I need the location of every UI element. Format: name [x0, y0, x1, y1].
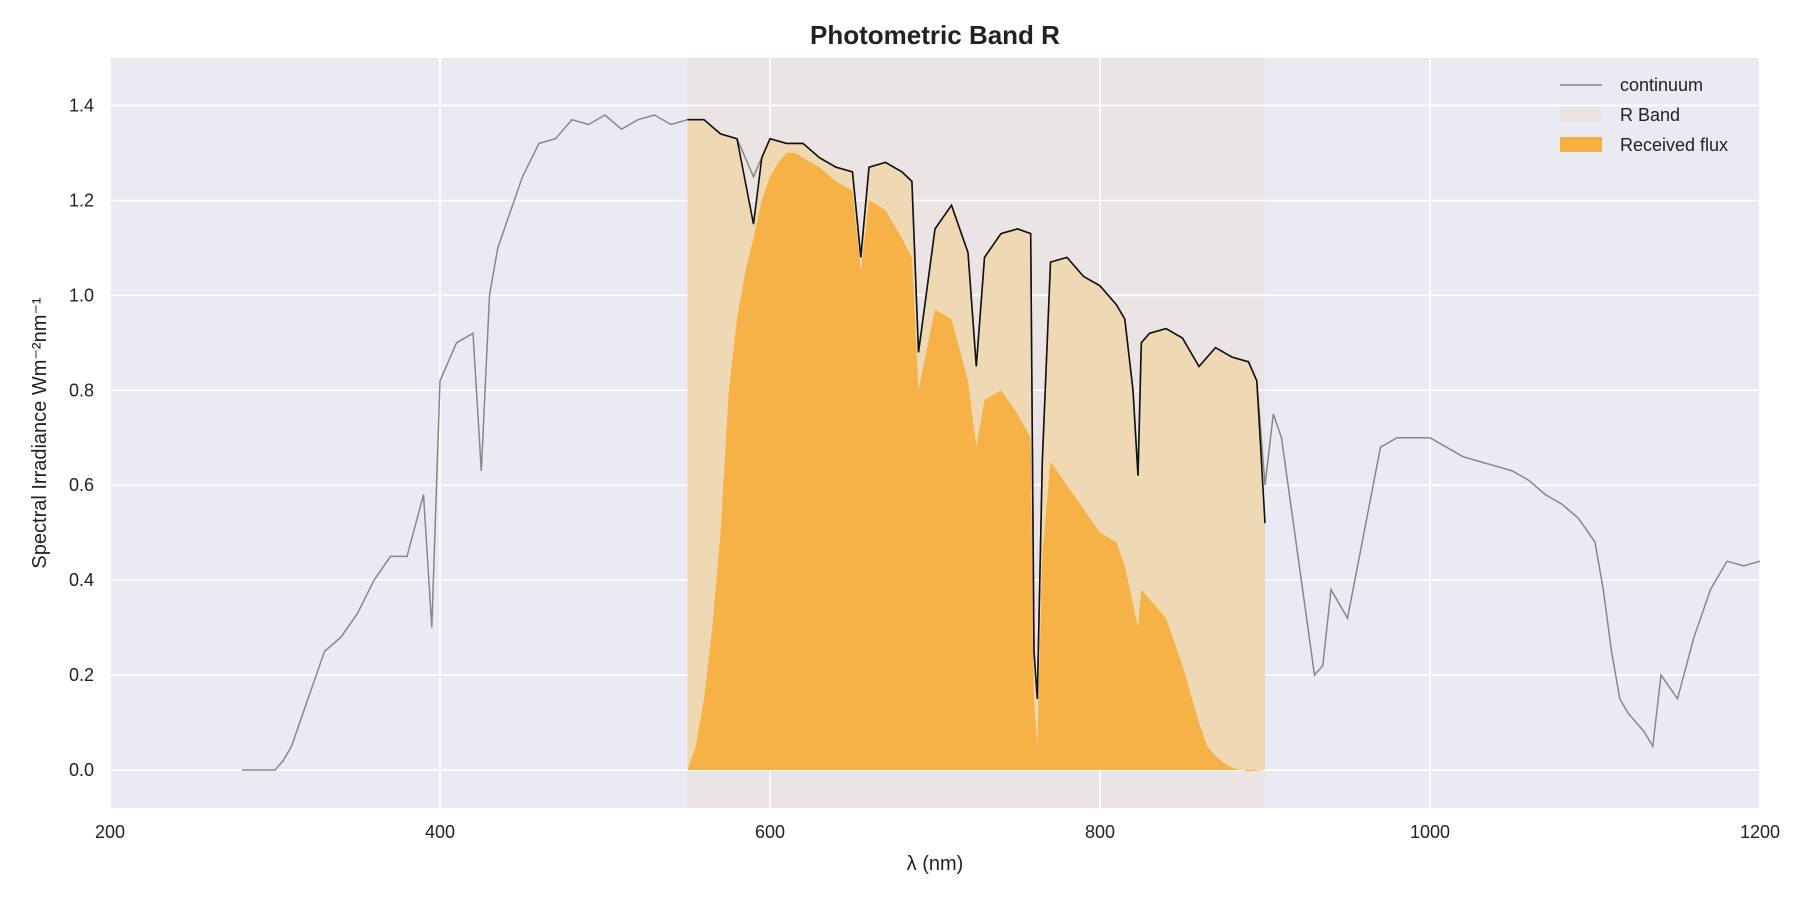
- y-tick-label: 0.8: [69, 380, 94, 400]
- y-tick-label: 0.4: [69, 570, 94, 590]
- received-flux-area: [687, 152, 1265, 772]
- x-tick-label: 1200: [1740, 822, 1780, 842]
- x-tick-label: 400: [425, 822, 455, 842]
- y-axis-ticks: 0.0 0.2 0.4 0.6 0.8 1.0 1.2 1.4: [69, 95, 94, 780]
- plot-area: [109, 58, 1761, 808]
- y-axis-label: Spectral Irradiance Wm⁻²nm⁻¹: [29, 297, 51, 569]
- y-tick-label: 0.2: [69, 665, 94, 685]
- chart-title: Photometric Band R: [810, 20, 1060, 50]
- legend-swatch-r-band: [1560, 107, 1602, 122]
- legend-swatch-received-flux: [1560, 137, 1602, 152]
- legend-label: R Band: [1620, 105, 1680, 125]
- x-axis-ticks: 200 400 600 800 1000 1200: [95, 822, 1780, 842]
- x-tick-label: 1000: [1410, 822, 1450, 842]
- legend-label: continuum: [1620, 75, 1703, 95]
- x-tick-label: 200: [95, 822, 125, 842]
- x-tick-label: 600: [755, 822, 785, 842]
- y-tick-label: 0.0: [69, 760, 94, 780]
- legend: continuum R Band Received flux: [1560, 75, 1728, 155]
- x-axis-label: λ (nm): [907, 853, 964, 875]
- y-tick-label: 1.2: [69, 190, 94, 210]
- y-tick-label: 0.6: [69, 475, 94, 495]
- x-tick-label: 800: [1085, 822, 1115, 842]
- y-tick-label: 1.0: [69, 285, 94, 305]
- band-spectrum-line: [687, 118, 1266, 699]
- y-tick-label: 1.4: [69, 95, 94, 115]
- series-layer: [242, 114, 1761, 772]
- legend-label: Received flux: [1620, 135, 1728, 155]
